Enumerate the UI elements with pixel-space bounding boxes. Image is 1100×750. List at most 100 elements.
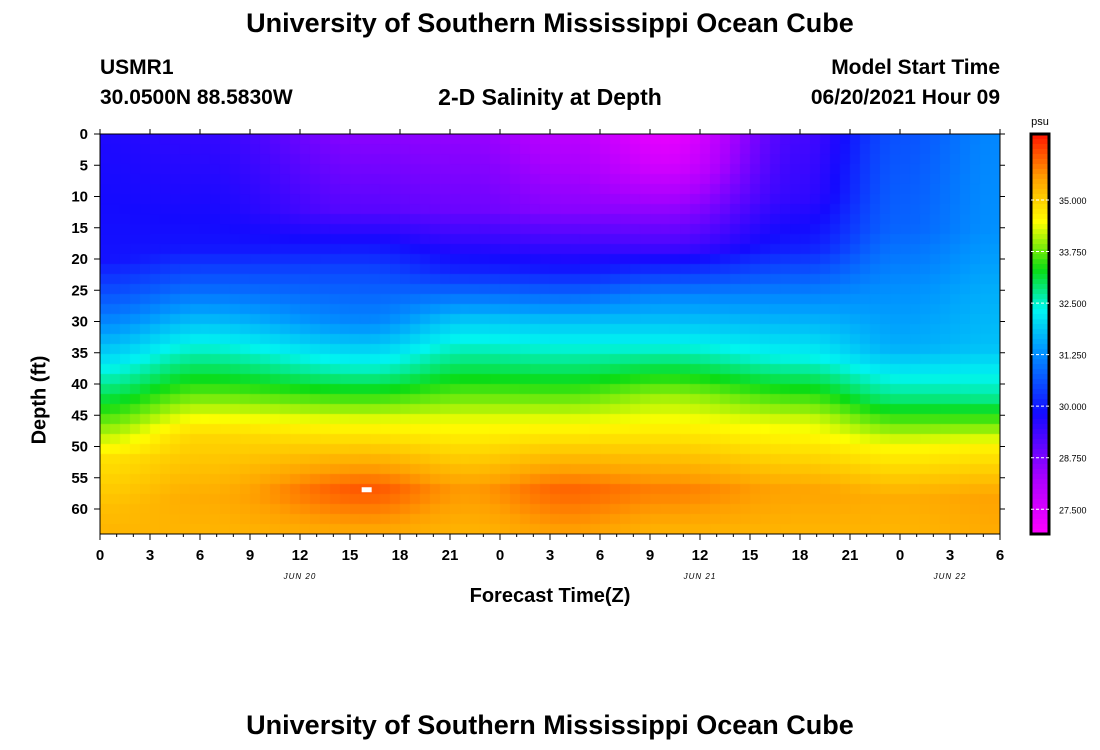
colorbar-segment bbox=[1031, 314, 1049, 320]
x-tick-label: 0 bbox=[896, 547, 904, 564]
colorbar-segment bbox=[1031, 514, 1049, 520]
x-tick-label: 12 bbox=[692, 547, 709, 564]
model-start-label: Model Start Time bbox=[831, 56, 1000, 79]
colorbar-segment bbox=[1031, 139, 1049, 145]
x-tick-label: 6 bbox=[996, 547, 1004, 564]
colorbar-segment bbox=[1031, 239, 1049, 245]
x-tick-label: 15 bbox=[742, 547, 759, 564]
salinity-heatmap bbox=[100, 134, 1000, 534]
y-tick-label: 50 bbox=[71, 439, 88, 456]
colorbar-segment bbox=[1031, 284, 1049, 290]
colorbar-segment bbox=[1031, 529, 1049, 535]
x-date-label: JUN 21 bbox=[683, 572, 717, 581]
colorbar-segment bbox=[1031, 334, 1049, 340]
colorbar-segment bbox=[1031, 524, 1049, 530]
colorbar-segment bbox=[1031, 229, 1049, 235]
colorbar-segment bbox=[1031, 404, 1049, 410]
chart-title-footer: University of Southern Mississippi Ocean… bbox=[246, 710, 854, 740]
y-tick-label: 20 bbox=[71, 251, 88, 268]
colorbar-segment bbox=[1031, 409, 1049, 415]
colorbar-segment bbox=[1031, 274, 1049, 280]
colorbar-segment bbox=[1031, 424, 1049, 430]
x-tick-label: 3 bbox=[946, 547, 954, 564]
colorbar-segment bbox=[1031, 249, 1049, 255]
colorbar-segment bbox=[1031, 339, 1049, 345]
colorbar-segment bbox=[1031, 354, 1049, 360]
x-tick-label: 15 bbox=[342, 547, 359, 564]
colorbar-tick-label: 28.750 bbox=[1059, 454, 1087, 464]
colorbar-segment bbox=[1031, 374, 1049, 380]
x-tick-label: 0 bbox=[96, 547, 104, 564]
chart-title-main: University of Southern Mississippi Ocean… bbox=[246, 8, 854, 38]
y-tick-label: 10 bbox=[71, 189, 88, 206]
colorbar-segment bbox=[1031, 364, 1049, 370]
colorbar-segment bbox=[1031, 449, 1049, 455]
colorbar-segment bbox=[1031, 189, 1049, 195]
colorbar-segment bbox=[1031, 504, 1049, 510]
y-axis-label: Depth (ft) bbox=[28, 355, 51, 445]
y-tick-label: 60 bbox=[71, 501, 88, 518]
colorbar-segment bbox=[1031, 429, 1049, 435]
x-tick-label: 18 bbox=[792, 547, 809, 564]
colorbar-segment bbox=[1031, 269, 1049, 275]
x-tick-label: 9 bbox=[246, 547, 254, 564]
y-tick-label: 55 bbox=[71, 470, 88, 487]
colorbar-segment bbox=[1031, 479, 1049, 485]
x-axis-label-text: Forecast Time(Z) bbox=[469, 585, 631, 607]
colorbar-tick-label: 32.500 bbox=[1059, 299, 1087, 309]
colorbar-segment bbox=[1031, 184, 1049, 190]
colorbar-segment bbox=[1031, 134, 1049, 140]
colorbar-segment bbox=[1031, 279, 1049, 285]
colorbar-segment bbox=[1031, 454, 1049, 460]
colorbar-tick-label: 30.000 bbox=[1059, 402, 1087, 412]
colorbar-segment bbox=[1031, 219, 1049, 225]
colorbar-segment bbox=[1031, 459, 1049, 465]
colorbar-segment bbox=[1031, 304, 1049, 310]
colorbar-segment bbox=[1031, 474, 1049, 480]
colorbar-segment bbox=[1031, 179, 1049, 185]
colorbar-segment bbox=[1031, 389, 1049, 395]
x-tick-label: 6 bbox=[196, 547, 204, 564]
y-tick-label: 15 bbox=[71, 220, 88, 237]
colorbar-segment bbox=[1031, 244, 1049, 250]
x-tick-label: 3 bbox=[146, 547, 154, 564]
colorbar-segment bbox=[1031, 519, 1049, 525]
colorbar-segment bbox=[1031, 234, 1049, 240]
y-tick-label: 0 bbox=[80, 126, 88, 143]
colorbar-segment bbox=[1031, 294, 1049, 300]
colorbar-segment bbox=[1031, 384, 1049, 390]
colorbar-segment bbox=[1031, 439, 1049, 445]
colorbar-tick-label: 35.000 bbox=[1059, 196, 1087, 206]
colorbar-tick-label: 33.750 bbox=[1059, 248, 1087, 258]
colorbar-segment bbox=[1031, 199, 1049, 205]
colorbar-segment bbox=[1031, 254, 1049, 260]
colorbar-segment bbox=[1031, 214, 1049, 220]
colorbar-segment bbox=[1031, 174, 1049, 180]
station-id: USMR1 bbox=[100, 56, 174, 79]
y-tick-label: 5 bbox=[80, 157, 88, 174]
y-tick-label: 35 bbox=[71, 345, 88, 362]
y-tick-label: 25 bbox=[71, 282, 88, 299]
chart-subtitle: 2-D Salinity at Depth bbox=[438, 84, 662, 110]
x-axis-label: Forecast Time(Z) bbox=[0, 585, 1100, 608]
x-tick-label: 18 bbox=[392, 547, 409, 564]
x-tick-label: 21 bbox=[842, 547, 859, 564]
colorbar-unit: psu bbox=[1031, 116, 1049, 128]
station-coords: 30.0500N 88.5830W bbox=[100, 86, 293, 109]
model-start-value: 06/20/2021 Hour 09 bbox=[810, 86, 1000, 109]
colorbar-segment bbox=[1031, 489, 1049, 495]
y-tick-label: 30 bbox=[71, 314, 88, 331]
data-marker bbox=[361, 487, 372, 493]
colorbar-segment bbox=[1031, 164, 1049, 170]
colorbar-segment bbox=[1031, 299, 1049, 305]
x-tick-label: 21 bbox=[442, 547, 459, 564]
x-tick-label: 6 bbox=[596, 547, 604, 564]
x-tick-label: 0 bbox=[496, 547, 504, 564]
colorbar-tick-label: 31.250 bbox=[1059, 351, 1087, 361]
colorbar-segment bbox=[1031, 484, 1049, 490]
heatmap-plot-area bbox=[100, 134, 1000, 534]
colorbar-segment bbox=[1031, 379, 1049, 385]
colorbar-segment bbox=[1031, 464, 1049, 470]
colorbar-tick-label: 27.500 bbox=[1059, 505, 1087, 515]
